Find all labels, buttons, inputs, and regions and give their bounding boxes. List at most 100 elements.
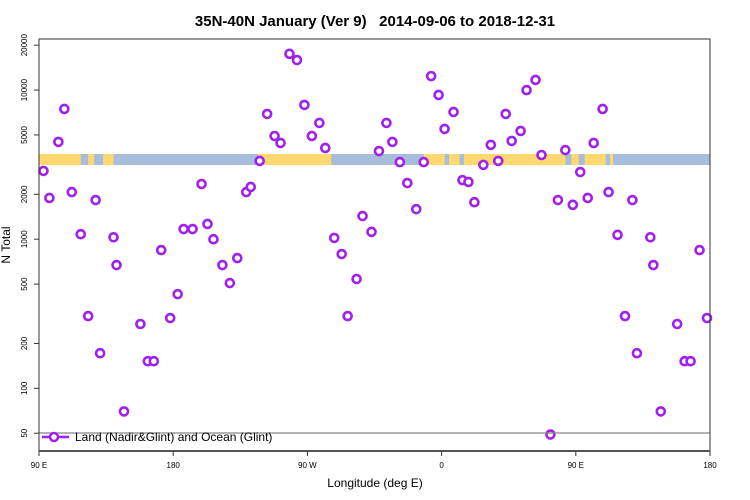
- y-tick-label: 5000: [20, 126, 29, 144]
- plot-frame: [38, 38, 711, 452]
- data-point: [469, 196, 480, 208]
- land-segment: [584, 154, 606, 165]
- y-tick-label: 1000: [20, 230, 29, 248]
- data-point: [574, 166, 586, 178]
- data-point: [410, 203, 422, 215]
- data-point: [164, 312, 176, 324]
- y-tick-label: 2000: [20, 185, 29, 203]
- data-point: [433, 89, 444, 101]
- data-point: [492, 155, 504, 167]
- data-point: [135, 318, 146, 330]
- ocean-band: [39, 154, 710, 165]
- data-point: [59, 103, 70, 115]
- data-point: [701, 312, 713, 324]
- data-point: [552, 194, 564, 206]
- x-tick-label: 0: [439, 461, 444, 470]
- data-point: [172, 288, 183, 300]
- x-tick-label: 180: [167, 461, 181, 470]
- data-point: [314, 117, 325, 129]
- data-point: [224, 277, 236, 289]
- data-point: [75, 228, 87, 240]
- data-point: [357, 210, 368, 222]
- data-point: [612, 229, 623, 241]
- land-segment: [423, 154, 445, 165]
- data-point: [373, 145, 385, 157]
- data-point: [694, 244, 705, 256]
- y-axis-label: N Total: [0, 226, 13, 263]
- land-segment: [88, 154, 95, 165]
- data-point: [567, 199, 579, 211]
- data-point: [478, 159, 489, 171]
- data-point: [545, 429, 556, 440]
- x-tick-label: 90 E: [31, 461, 47, 470]
- data-point: [111, 259, 122, 271]
- land-segment: [258, 154, 332, 165]
- x-tick-label: 90 E: [568, 461, 584, 470]
- data-point: [588, 137, 599, 149]
- data-point: [685, 355, 696, 367]
- land-segment: [571, 154, 579, 165]
- data-point: [515, 125, 526, 137]
- data-point: [631, 347, 643, 359]
- data-point: [342, 310, 353, 322]
- y-tick-label: 50: [20, 428, 29, 437]
- land-segment: [610, 154, 614, 165]
- chart-title: 35N-40N January (Ver 9) 2014-09-06 to 20…: [195, 13, 555, 30]
- data-point: [448, 106, 459, 118]
- data-point: [245, 181, 257, 193]
- data-point: [336, 248, 347, 260]
- data-point: [202, 218, 213, 230]
- data-point: [597, 103, 608, 115]
- data-point: [387, 136, 398, 148]
- y-tick-label: 20000: [20, 34, 29, 57]
- land-segment: [449, 154, 460, 165]
- data-point: [53, 136, 64, 148]
- data-point: [66, 186, 78, 198]
- data-point: [217, 259, 228, 271]
- data-point: [351, 273, 362, 285]
- data-point: [521, 84, 532, 96]
- data-point: [90, 194, 101, 206]
- data-point: [582, 192, 594, 204]
- data-point: [439, 123, 450, 135]
- data-point: [536, 149, 547, 161]
- x-axis-label: Longitude (deg E): [327, 476, 422, 490]
- x-axis-ticks: 90 E 180 90 W 0 90 E 180: [31, 451, 717, 470]
- data-point: [366, 226, 377, 238]
- legend-label: Land (Nadir&Glint) and Ocean (Glint): [75, 430, 272, 444]
- data-point: [178, 223, 189, 235]
- land-segment: [39, 154, 81, 165]
- data-point: [82, 310, 94, 322]
- data-point: [655, 406, 667, 417]
- legend-marker: [48, 431, 60, 443]
- data-point: [402, 177, 413, 189]
- y-tick-label: 10000: [20, 78, 29, 101]
- data-point: [118, 406, 130, 417]
- data-point: [381, 117, 392, 129]
- data-point: [530, 74, 541, 86]
- data-point: [275, 137, 286, 149]
- data-point: [500, 108, 512, 120]
- x-tick-label: 180: [703, 461, 717, 470]
- data-point: [671, 318, 683, 330]
- data-point: [319, 142, 331, 154]
- data-point: [155, 244, 167, 256]
- data-point: [645, 231, 656, 243]
- data-point: [148, 355, 160, 367]
- data-points: [38, 48, 713, 440]
- land-segment: [103, 154, 114, 165]
- data-point: [418, 156, 430, 168]
- data-point: [94, 347, 106, 359]
- data-point: [619, 310, 631, 322]
- data-point: [187, 223, 198, 235]
- data-point: [196, 178, 207, 190]
- data-point: [463, 176, 474, 188]
- data-point: [254, 155, 265, 167]
- y-axis-ticks: 50 100 200 500 1000 2000 5000 10000 20000: [20, 34, 39, 438]
- x-tick-label: 90 W: [298, 461, 317, 470]
- y-tick-label: 500: [20, 277, 29, 291]
- data-point: [44, 192, 55, 204]
- data-point: [485, 139, 497, 151]
- data-point: [38, 165, 49, 177]
